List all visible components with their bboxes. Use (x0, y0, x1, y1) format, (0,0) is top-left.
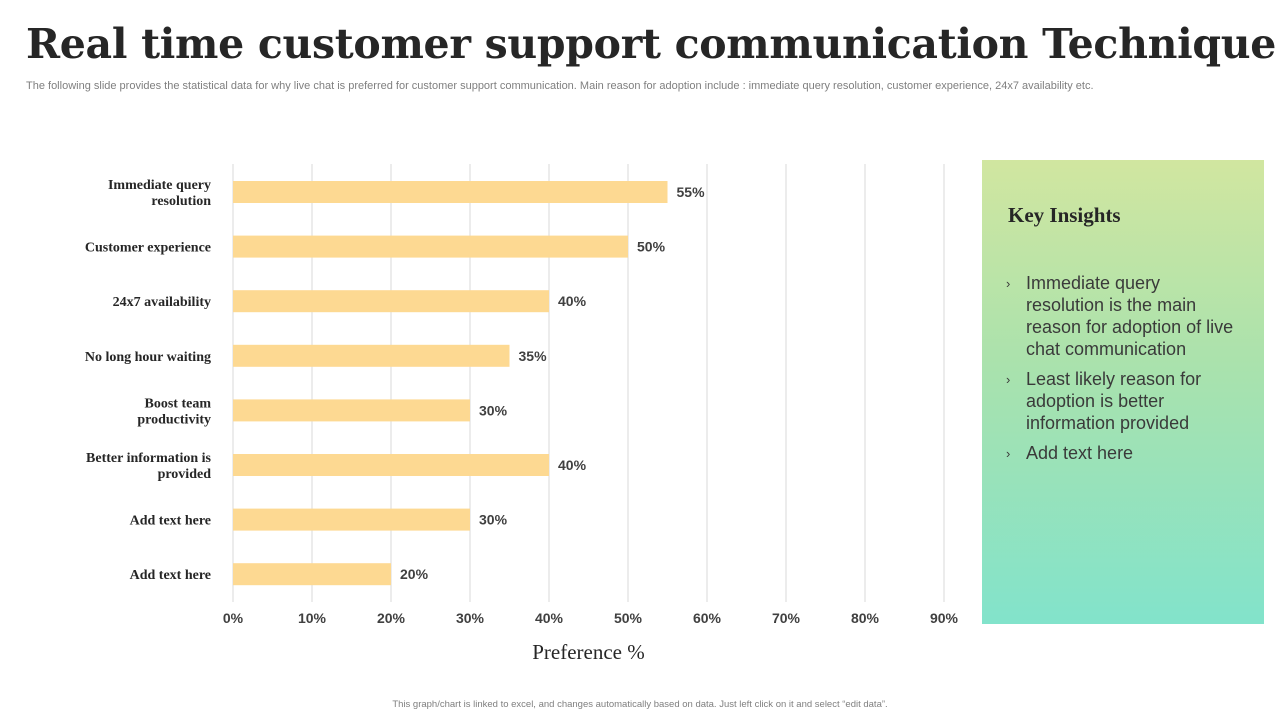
insight-text: Add text here (1026, 443, 1134, 463)
category-label-line: productivity (137, 412, 211, 427)
bar (233, 181, 668, 203)
insight-item: › Immediate query resolution is the main … (1006, 272, 1238, 360)
x-tick-label: 70% (772, 610, 801, 626)
data-label: 50% (637, 239, 666, 255)
bar (233, 454, 549, 476)
bar (233, 563, 391, 586)
bar (233, 399, 470, 422)
bar-chart: Immediate query resolution Customer experi… (85, 164, 959, 664)
category-label: Immediate query resolution (108, 178, 211, 209)
category-labels: Immediate query resolution Customer experi… (85, 178, 212, 583)
bar (233, 508, 470, 531)
x-tick-label: 50% (614, 610, 643, 626)
key-insights-panel: Key Insights › Immediate query resolution… (982, 160, 1264, 624)
data-label: 35% (519, 348, 548, 364)
x-tick-label: 60% (693, 610, 722, 626)
data-label: 30% (479, 402, 508, 418)
category-label: 24x7 availability (113, 295, 211, 310)
x-tick-label: 80% (851, 610, 880, 626)
slide-title: Real time customer support communication… (26, 20, 1277, 68)
category-label: Boost team productivity (137, 396, 211, 427)
insight-text: Immediate query resolution is the main r… (1026, 273, 1234, 359)
data-label: 40% (558, 293, 587, 309)
slide-subtitle: The following slide provides the statist… (26, 80, 1094, 92)
category-label: Add text here (130, 514, 211, 529)
category-label: Add text here (130, 568, 211, 583)
data-label: 40% (558, 457, 587, 473)
x-axis-title: Preference % (532, 640, 645, 664)
bar (233, 290, 549, 313)
x-axis-ticks: 0% 10% 20% 30% 40% 50% 60% 70% 80% 90% (223, 610, 959, 626)
category-label-line: Immediate query (108, 178, 211, 193)
chart-footnote: This graph/chart is linked to excel, and… (392, 699, 888, 710)
x-tick-label: 90% (930, 610, 959, 626)
category-label-line: resolution (151, 194, 211, 209)
insight-item: › Least likely reason for adoption is bet… (1006, 368, 1238, 434)
grid-lines (232, 164, 945, 602)
chevron-right-icon: › (1006, 446, 1011, 461)
insight-item: › Add text here (1006, 442, 1238, 464)
x-tick-label: 40% (535, 610, 564, 626)
category-label-line: provided (158, 467, 212, 482)
category-label-line: Boost team (145, 396, 212, 411)
data-label: 20% (400, 566, 429, 582)
category-label-line: Customer experience (85, 241, 211, 256)
category-label-line: Add text here (130, 514, 211, 529)
category-label: Better information is provided (86, 451, 211, 482)
value-labels: 55% 50% 40% 35% 30% 40% 30% 20% (400, 184, 705, 582)
x-tick-label: 30% (456, 610, 485, 626)
data-label: 55% (677, 184, 706, 200)
insights-list: › Immediate query resolution is the main … (1006, 272, 1238, 472)
bar (233, 235, 628, 258)
bar (233, 344, 510, 367)
category-label: No long hour waiting (85, 350, 211, 365)
insight-text: Least likely reason for adoption is bett… (1026, 369, 1202, 433)
x-tick-label: 20% (377, 610, 406, 626)
category-label-line: 24x7 availability (113, 295, 211, 310)
bars (233, 181, 668, 586)
data-label: 30% (479, 512, 508, 528)
category-label-line: Better information is (86, 451, 211, 466)
key-insights-title: Key Insights (1008, 203, 1121, 227)
category-label-line: No long hour waiting (85, 350, 211, 365)
x-tick-label: 10% (298, 610, 327, 626)
category-label: Customer experience (85, 241, 211, 256)
x-tick-label: 0% (223, 610, 244, 626)
category-label-line: Add text here (130, 568, 211, 583)
chevron-right-icon: › (1006, 372, 1011, 387)
chevron-right-icon: › (1006, 276, 1011, 291)
